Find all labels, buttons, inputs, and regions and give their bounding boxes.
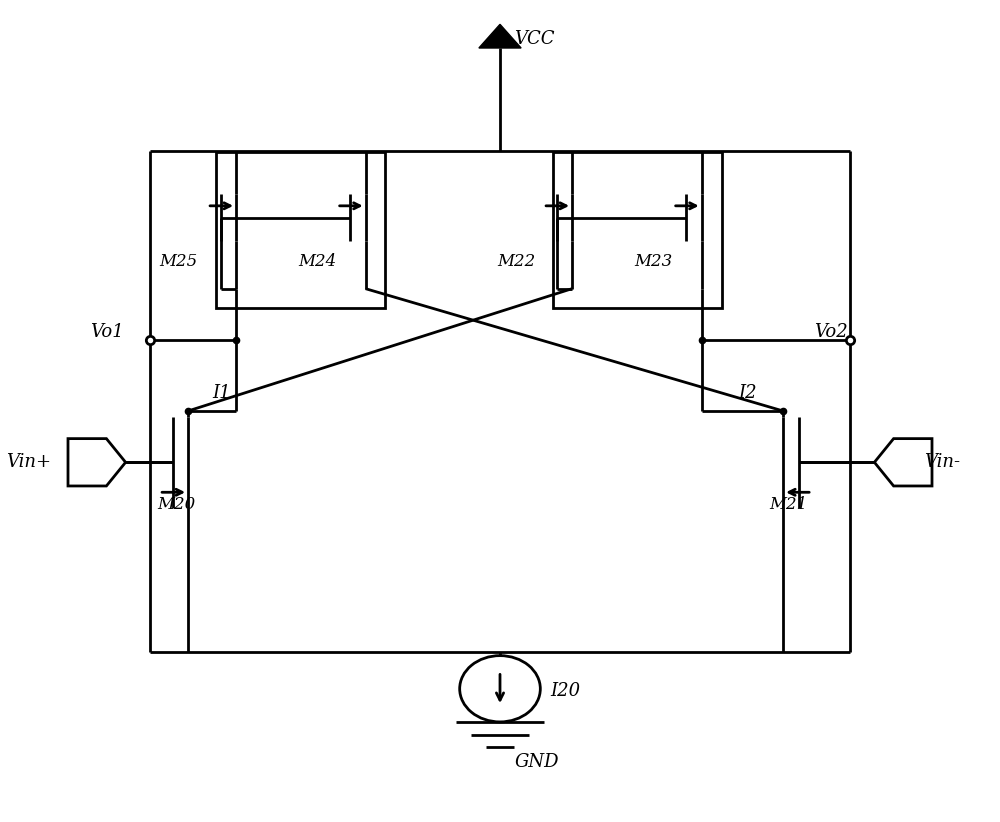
Text: M22: M22 — [497, 253, 535, 270]
Bar — [553, 152, 722, 308]
Text: M25: M25 — [159, 253, 197, 270]
Text: Vo1: Vo1 — [90, 323, 124, 341]
Text: Vo2: Vo2 — [814, 323, 848, 341]
Text: I20: I20 — [550, 682, 580, 700]
Text: GND: GND — [514, 753, 559, 771]
Polygon shape — [874, 439, 932, 486]
Polygon shape — [479, 25, 521, 48]
Bar — [216, 152, 385, 308]
Text: Vin-: Vin- — [924, 453, 960, 471]
Polygon shape — [68, 439, 126, 486]
Text: M21: M21 — [769, 496, 807, 513]
Text: Vin+: Vin+ — [6, 453, 51, 471]
Text: M23: M23 — [634, 253, 673, 270]
Text: VCC: VCC — [514, 30, 555, 48]
Text: M24: M24 — [298, 253, 337, 270]
Text: I1: I1 — [212, 384, 231, 401]
Text: I2: I2 — [739, 384, 757, 401]
Text: M20: M20 — [157, 496, 196, 513]
